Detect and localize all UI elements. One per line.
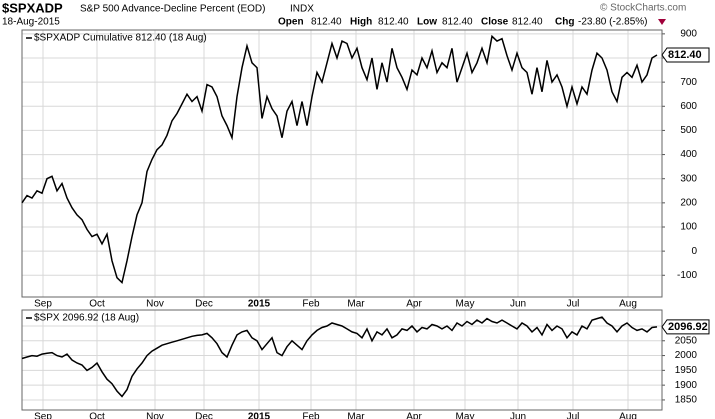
x-tick-label: Jul — [567, 299, 580, 310]
y-tick-label: 100 — [680, 222, 697, 233]
x-tick-label: Jul — [567, 412, 580, 419]
high-label: High — [350, 17, 372, 28]
x-tick-label: 2015 — [248, 412, 271, 419]
x-tick-label: Jun — [510, 412, 526, 419]
series-line — [21, 316, 658, 398]
x-tick-label: Mar — [347, 299, 365, 310]
open-label: Open — [278, 17, 304, 28]
y-tick-label: 300 — [680, 173, 697, 184]
x-tick-label: May — [456, 412, 475, 419]
y-tick-label: 1900 — [675, 380, 698, 391]
exchange: INDX — [290, 4, 314, 15]
y-tick-label: 2000 — [675, 350, 698, 361]
y-tick-label: 400 — [680, 149, 697, 160]
y-tick-label: 200 — [680, 197, 697, 208]
x-tick-label: Apr — [406, 299, 422, 310]
x-tick-label: May — [456, 299, 475, 310]
name: S&P 500 Advance-Decline Percent (EOD) — [80, 4, 265, 15]
y-tick-label: 500 — [680, 125, 697, 136]
x-tick-label: 2015 — [248, 299, 271, 310]
x-tick-label: Apr — [406, 412, 422, 419]
plot-border — [21, 29, 663, 298]
x-tick-label: Dec — [195, 412, 213, 419]
y-tick-label: 0 — [691, 246, 697, 257]
y-tick-label: 700 — [680, 77, 697, 88]
y-tick-label: 1950 — [675, 365, 698, 376]
last-value-label: 812.40 — [668, 49, 702, 61]
x-tick-label: Aug — [619, 412, 637, 419]
x-tick-label: Aug — [619, 299, 637, 310]
down-arrow — [658, 19, 666, 25]
open: 812.40 — [311, 17, 342, 28]
x-tick-label: Nov — [146, 412, 164, 419]
symbol: $SPXADP — [2, 0, 63, 15]
x-tick-label: Sep — [34, 412, 52, 419]
x-tick-label: Mar — [347, 412, 365, 419]
x-tick-label: Feb — [302, 299, 320, 310]
chg-label: Chg — [555, 17, 574, 28]
plot-area — [22, 30, 662, 297]
x-tick-label: Oct — [89, 299, 105, 310]
high: 812.40 — [378, 17, 409, 28]
close: 812.40 — [512, 17, 543, 28]
legend-entry: $SPXADP Cumulative 812.40 (18 Aug) — [34, 33, 207, 44]
y-tick-label: -100 — [677, 270, 697, 281]
last-value-label: 2096.92 — [668, 321, 708, 333]
close-label: Close — [481, 17, 509, 28]
quote: Open 812.40 High 812.40 Low 812.40 Close… — [278, 17, 666, 28]
x-tick-label: Jun — [510, 299, 526, 310]
series-line — [21, 34, 658, 284]
y-tick-label: 600 — [680, 101, 697, 112]
y-tick-label: 2050 — [675, 335, 698, 346]
date: 18-Aug-2015 — [2, 17, 60, 28]
x-tick-label: Sep — [34, 299, 52, 310]
low: 812.40 — [442, 17, 473, 28]
chg: -23.80 (-2.85%) — [578, 17, 647, 28]
low-label: Low — [417, 17, 437, 28]
x-tick-label: Oct — [89, 412, 105, 419]
last-value-flag — [661, 319, 710, 335]
legend-entry: $SPX 2096.92 (18 Aug) — [34, 313, 139, 324]
x-tick-label: Feb — [302, 412, 320, 419]
plot-area — [22, 310, 662, 410]
plot-border — [21, 309, 663, 411]
y-tick-label: 900 — [680, 29, 697, 40]
x-tick-label: Dec — [195, 299, 213, 310]
x-tick-label: Nov — [146, 299, 164, 310]
y-tick-label: 1850 — [675, 395, 698, 406]
last-value-flag — [661, 47, 710, 63]
credit: © StockCharts.com — [600, 3, 686, 14]
